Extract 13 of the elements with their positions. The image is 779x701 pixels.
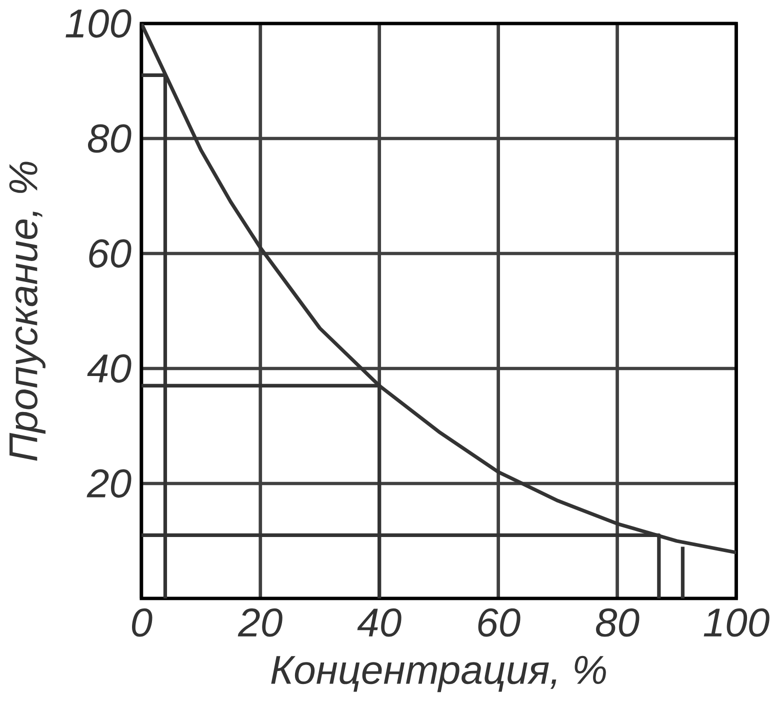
y-axis-title: Пропускание, % [9, 162, 46, 461]
x-tick-label: 60 [478, 608, 520, 637]
x-tick-label: 40 [357, 608, 402, 637]
x-tick-label: 20 [238, 608, 282, 637]
y-tick-label: 80 [88, 124, 132, 153]
x-axis-title: Концентрация, % [271, 656, 606, 692]
y-tick-label: 100 [66, 9, 132, 38]
x-tick-label: 80 [596, 608, 640, 637]
x-tick-label: 0 [132, 608, 152, 637]
x-tick-label: 100 [704, 608, 770, 637]
y-tick-label: 20 [86, 469, 132, 498]
y-tick-label: 40 [87, 354, 132, 383]
y-tick-label: 60 [89, 239, 132, 268]
